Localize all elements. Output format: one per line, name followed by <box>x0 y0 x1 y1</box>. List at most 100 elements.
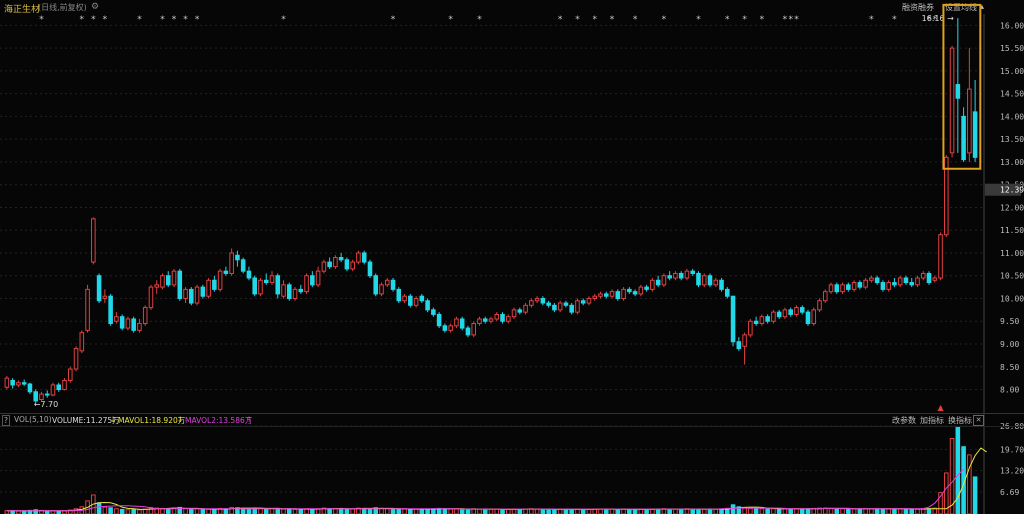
volume-bar[interactable] <box>603 508 609 514</box>
volume-bar[interactable] <box>903 508 909 514</box>
candle-body[interactable] <box>436 313 442 327</box>
volume-bar[interactable] <box>517 508 523 514</box>
gear-icon[interactable]: ⚙ <box>91 2 100 12</box>
volume-bar[interactable] <box>189 508 194 514</box>
candle-body[interactable] <box>500 313 505 322</box>
volume-bar[interactable] <box>794 508 799 514</box>
volume-bar[interactable] <box>459 508 465 514</box>
candle-body[interactable] <box>730 295 736 343</box>
event-marker[interactable]: * <box>725 15 730 25</box>
candle-body[interactable] <box>62 379 67 391</box>
candle-body[interactable] <box>344 259 350 270</box>
candle-body[interactable] <box>546 302 551 306</box>
candle-body[interactable] <box>540 297 546 304</box>
volume-bar[interactable] <box>454 508 459 514</box>
volume-bar[interactable] <box>846 508 851 514</box>
candle-body[interactable] <box>482 318 488 322</box>
candle-body[interactable] <box>874 277 880 284</box>
volume-bar[interactable] <box>298 509 304 514</box>
volume-bar[interactable] <box>736 506 742 514</box>
candle-body[interactable] <box>235 254 240 261</box>
event-marker[interactable]: * <box>39 15 44 25</box>
candle-body[interactable] <box>748 320 753 336</box>
volume-bar[interactable] <box>350 508 355 514</box>
candle-body[interactable] <box>361 252 367 263</box>
event-marker[interactable]: * <box>575 15 580 25</box>
volume-bar[interactable] <box>678 508 684 514</box>
candle-body[interactable] <box>938 234 943 279</box>
volume-bar[interactable] <box>949 437 955 514</box>
candle-body[interactable] <box>200 286 206 297</box>
candle-body[interactable] <box>298 288 304 293</box>
candle-body[interactable] <box>759 316 765 325</box>
candle-body[interactable] <box>511 309 517 318</box>
candle-body[interactable] <box>384 279 390 286</box>
volume-bar[interactable] <box>782 508 788 514</box>
candle-body[interactable] <box>892 282 897 286</box>
candle-body[interactable] <box>701 275 707 286</box>
volume-bar[interactable] <box>465 508 471 514</box>
volume-bar[interactable] <box>926 508 932 514</box>
volume-bar[interactable] <box>384 508 390 514</box>
volume-bar[interactable] <box>667 508 672 514</box>
candle-body[interactable] <box>390 279 396 290</box>
candle-body[interactable] <box>425 300 430 311</box>
volume-bar[interactable] <box>73 508 79 514</box>
candle-body[interactable] <box>119 316 125 329</box>
event-marker[interactable]: * <box>788 15 793 25</box>
candle-body[interactable] <box>794 307 799 315</box>
candle-body[interactable] <box>621 288 626 299</box>
candle-body[interactable] <box>967 88 972 154</box>
volume-bar[interactable] <box>748 507 753 514</box>
candle-body[interactable] <box>148 286 154 309</box>
volume-bar[interactable] <box>448 508 453 514</box>
candle-body[interactable] <box>776 311 782 318</box>
volume-bar[interactable] <box>707 508 713 514</box>
candle-body[interactable] <box>851 282 857 290</box>
event-marker[interactable]: * <box>558 15 563 25</box>
event-marker[interactable]: * <box>662 15 667 25</box>
candle-body[interactable] <box>142 307 148 325</box>
candle-body[interactable] <box>575 300 580 313</box>
candle-body[interactable] <box>846 284 851 290</box>
candle-body[interactable] <box>834 284 840 293</box>
volume-bar[interactable] <box>373 507 379 514</box>
candle-body[interactable] <box>402 295 407 302</box>
candle-body[interactable] <box>725 288 730 297</box>
candle-body[interactable] <box>840 284 845 293</box>
candle-body[interactable] <box>304 275 309 293</box>
candle-body[interactable] <box>926 272 932 284</box>
volume-bar[interactable] <box>477 508 482 514</box>
candle-body[interactable] <box>33 391 38 402</box>
candle-body[interactable] <box>603 293 609 297</box>
candle-body[interactable] <box>517 309 523 313</box>
volume-bar[interactable] <box>419 508 425 514</box>
candle-body[interactable] <box>955 84 961 99</box>
volume-bar[interactable] <box>4 510 10 514</box>
candle-body[interactable] <box>609 291 615 297</box>
volume-bar[interactable] <box>730 504 736 514</box>
volume-bar[interactable] <box>263 508 269 514</box>
volume-bar[interactable] <box>851 508 857 514</box>
volume-bar[interactable] <box>586 508 592 514</box>
volume-bar[interactable] <box>673 508 678 514</box>
candle-body[interactable] <box>165 275 171 286</box>
candle-body[interactable] <box>240 259 246 272</box>
candle-body[interactable] <box>321 261 327 272</box>
candle-body[interactable] <box>396 288 402 302</box>
candle-body[interactable] <box>131 318 136 331</box>
volume-bar[interactable] <box>776 508 782 514</box>
candle-body[interactable] <box>356 252 361 263</box>
event-marker[interactable]: * <box>195 15 200 25</box>
volume-bar[interactable] <box>367 508 373 514</box>
candle-body[interactable] <box>644 286 649 290</box>
candle-body[interactable] <box>108 295 113 325</box>
candle-body[interactable] <box>448 325 453 331</box>
volume-bar[interactable] <box>869 508 874 514</box>
volume-bar[interactable] <box>719 508 724 514</box>
volume-bar[interactable] <box>857 508 863 514</box>
event-marker[interactable]: * <box>760 15 765 25</box>
volume-bar[interactable] <box>701 508 707 514</box>
candle-body[interactable] <box>275 275 281 295</box>
candle-body[interactable] <box>534 297 540 302</box>
